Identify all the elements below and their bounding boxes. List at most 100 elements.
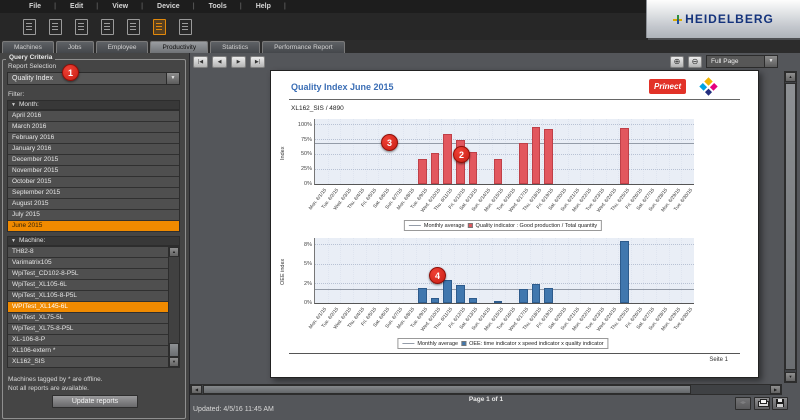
report-title: Quality Index June 2015	[291, 82, 394, 92]
machine-list-scrollbar[interactable]: ▲ ▼	[168, 247, 179, 367]
query-criteria-groupbox	[2, 59, 186, 419]
prinect-logo: Prinect	[649, 79, 687, 94]
machine-item-varimatrix105[interactable]: Varimatrix105	[8, 258, 168, 269]
machine-item-wpitest-xl75-8-p5l[interactable]: WpiTest_XL75-8-P5L	[8, 324, 168, 335]
first-page-button[interactable]: |◀	[193, 56, 208, 68]
next-page-button[interactable]: ▶	[231, 56, 246, 68]
machine-item-xl162-sis[interactable]: XL162_SIS	[8, 357, 168, 367]
chevron-down-icon[interactable]: ▼	[166, 73, 179, 84]
machine-list: TH82-8 Varimatrix105 WpiTest_CD102-8-P5L Wp…	[7, 246, 180, 368]
month-item-december-2015[interactable]: December 2015	[8, 155, 179, 166]
plot-area	[314, 119, 694, 185]
scroll-up-icon[interactable]: ▲	[169, 247, 179, 257]
query-criteria-panel: Query Criteria Report Selection Quality …	[0, 53, 190, 420]
month-item-october-2015[interactable]: October 2015	[8, 177, 179, 188]
zoom-in-button[interactable]: ⊕	[670, 56, 684, 68]
preview-horizontal-scrollbar[interactable]: ◀ ▶	[190, 384, 782, 395]
tab-performance-report[interactable]: Performance Report	[262, 41, 345, 53]
bar	[519, 289, 528, 303]
report-page-number: Seite 1	[709, 357, 728, 363]
month-section-header[interactable]: ▼ Month:	[7, 100, 180, 110]
month-item-july-2015[interactable]: July 2015	[8, 210, 179, 221]
performance-report-icon[interactable]	[152, 18, 167, 36]
machine-item-wpitest-xl145-6l[interactable]: WPITest_XL145-6L	[8, 302, 168, 313]
month-item-february-2016[interactable]: February 2016	[8, 133, 179, 144]
bar	[493, 300, 503, 303]
print-button[interactable]	[754, 397, 770, 410]
report-selection-combobox[interactable]: Quality Index ▼	[7, 72, 180, 85]
machine-item-th82-8[interactable]: TH82-8	[8, 247, 168, 258]
menu-item-edit[interactable]: Edit	[63, 3, 105, 10]
menu-bar: FileEditViewDeviceToolsHelp	[0, 0, 648, 13]
bar	[468, 298, 478, 303]
month-item-march-2016[interactable]: March 2016	[8, 122, 179, 133]
filter-label: Filter:	[8, 91, 25, 98]
y-axis-label: OEE index	[280, 258, 286, 286]
callout-badge-3: 3	[381, 134, 398, 151]
month-item-april-2016[interactable]: April 2016	[8, 111, 179, 122]
document-list-icon[interactable]	[178, 18, 193, 36]
bar	[531, 283, 541, 303]
machine-item-wpitest-xl105-8-p5l[interactable]: WpiTest_XL105-8-P5L	[8, 291, 168, 302]
zoom-level-combobox[interactable]: Full Page ▼	[706, 55, 778, 68]
bar	[544, 287, 553, 303]
month-item-november-2015[interactable]: November 2015	[8, 166, 179, 177]
y-tick-label: 100%	[297, 121, 312, 128]
tab-machines[interactable]: Machines	[2, 41, 54, 53]
scroll-down-icon[interactable]: ▼	[785, 372, 796, 382]
save-button[interactable]	[772, 397, 788, 410]
scroll-down-icon[interactable]: ▼	[169, 357, 179, 367]
month-item-september-2015[interactable]: September 2015	[8, 188, 179, 199]
bar-chart-icon[interactable]	[48, 18, 63, 36]
scroll-right-icon[interactable]: ▶	[770, 385, 781, 394]
preview-vertical-scrollbar[interactable]: ▲ ▼	[784, 71, 797, 383]
machine-item-xl-106-8-p[interactable]: XL-106-8-P	[8, 335, 168, 346]
scroll-up-icon[interactable]: ▲	[785, 72, 796, 82]
machine-item-wpitest-cd102-8-p5l[interactable]: WpiTest_CD102-8-P5L	[8, 269, 168, 280]
machine-item-wpitest-xl75-5l[interactable]: WpiTest_XL75-5L	[8, 313, 168, 324]
previous-page-button[interactable]: ◀	[212, 56, 227, 68]
tab-employee[interactable]: Employee	[95, 41, 149, 53]
y-tick-label: 0%	[304, 181, 312, 187]
month-item-june-2015[interactable]: June 2015	[8, 221, 179, 232]
machine-section-header[interactable]: ▼ Machine:	[7, 236, 180, 246]
zoom-out-button[interactable]: ⊖	[688, 56, 702, 68]
scroll-thumb[interactable]	[169, 343, 179, 357]
updated-timestamp: Updated: 4/5/16 11:45 AM	[193, 406, 274, 413]
month-item-august-2015[interactable]: August 2015	[8, 199, 179, 210]
menu-item-tools[interactable]: Tools	[202, 3, 249, 10]
printer-settings-icon[interactable]	[74, 18, 89, 36]
update-reports-button[interactable]: Update reports	[52, 395, 138, 408]
menu-item-file[interactable]: File	[22, 3, 63, 10]
chevron-down-icon[interactable]: ▼	[764, 56, 777, 67]
document-report-icon[interactable]	[22, 18, 37, 36]
prinect-pinwheel-icon	[699, 77, 718, 96]
machine-item-xl106-extern[interactable]: XL106-extern *	[8, 346, 168, 357]
scroll-thumb[interactable]	[785, 83, 796, 370]
collapse-icon: ▼	[11, 238, 16, 244]
month-item-january-2016[interactable]: January 2016	[8, 144, 179, 155]
tab-statistics[interactable]: Statistics	[210, 41, 261, 53]
bar	[430, 297, 440, 303]
oee-chart-legend: Monthly average OEE: time indicator x sp…	[397, 338, 609, 349]
press-machine-icon[interactable]	[100, 18, 115, 36]
tab-jobs[interactable]: Jobs	[55, 41, 94, 53]
y-tick-label: 5%	[304, 261, 312, 268]
last-page-button[interactable]: ▶|	[250, 56, 265, 68]
callout-badge-1: 1	[62, 64, 79, 81]
menu-item-help[interactable]: Help	[249, 3, 293, 10]
machine-item-wpitest-xl105-6l[interactable]: WpiTest_XL105-6L	[8, 280, 168, 291]
report-subtitle: XL162_SIS / 4890	[291, 105, 344, 112]
menu-item-device[interactable]: Device	[150, 3, 202, 10]
machine-list-rows: TH82-8 Varimatrix105 WpiTest_CD102-8-P5L Wp…	[8, 247, 168, 367]
scroll-left-icon[interactable]: ◀	[191, 385, 202, 394]
page-arrows-button[interactable]: ◂▸	[735, 397, 751, 410]
offline-note-line2: Not all reports are available.	[8, 385, 89, 392]
scroll-thumb[interactable]	[203, 385, 691, 394]
header-rule	[289, 99, 740, 100]
menu-item-view[interactable]: View	[105, 3, 150, 10]
y-tick-label: 50%	[300, 151, 312, 158]
report-preview-pane: |◀ ◀ ▶ ▶| ⊕ ⊖ Full Page ▼ Quality Index …	[190, 53, 800, 420]
tab-productivity[interactable]: Productivity	[150, 41, 209, 53]
document-export-icon[interactable]	[126, 18, 141, 36]
